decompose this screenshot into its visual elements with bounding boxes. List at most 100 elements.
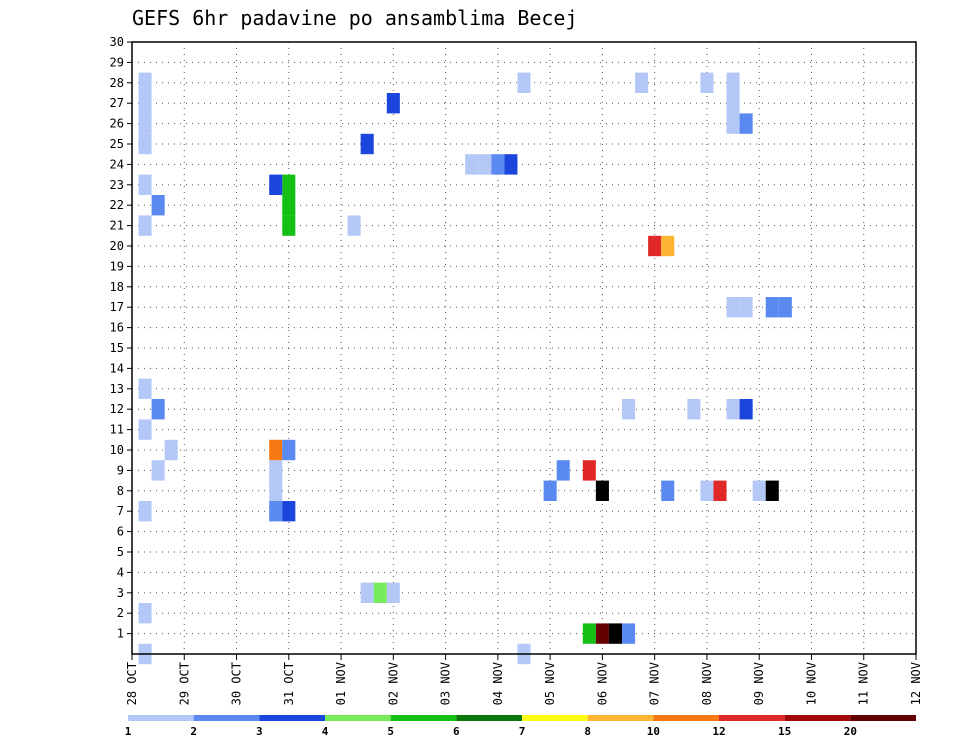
precip-cell (661, 480, 675, 501)
precip-cell (739, 399, 753, 420)
legend-label: 20 (844, 725, 857, 738)
x-axis: 28 OCT 29 OCT 30 OCT 31 OCT 01 NOV 02 NOV 03 N… (125, 654, 923, 705)
legend-swatch (325, 715, 391, 721)
y-tick-label: 30 (110, 35, 124, 49)
precip-cell (269, 480, 283, 501)
precip-cell (622, 399, 636, 420)
y-tick-label: 21 (110, 219, 124, 233)
precip-cell (138, 501, 152, 522)
x-tick-label: 11 NOV (857, 662, 871, 705)
precip-cell (765, 480, 779, 501)
precip-cell (282, 215, 296, 236)
y-tick-label: 16 (110, 321, 124, 335)
legend-label: 4 (322, 725, 329, 738)
y-tick-label: 23 (110, 178, 124, 192)
precip-cell (386, 93, 400, 114)
legend-swatch (719, 715, 785, 721)
precip-cell (687, 399, 701, 420)
precip-cell (282, 174, 296, 195)
precip-cell (726, 297, 740, 318)
precip-cell (138, 215, 152, 236)
precip-cell (269, 501, 283, 522)
chart-title: GEFS 6hr padavine po ansamblima Becej (132, 6, 578, 30)
y-tick-label: 10 (110, 443, 124, 457)
precip-cell (543, 480, 557, 501)
precip-cell (269, 174, 283, 195)
precip-cell (282, 501, 296, 522)
legend-label: 3 (256, 725, 263, 738)
y-tick-label: 7 (117, 504, 124, 518)
legend-swatch (259, 715, 325, 721)
y-tick-label: 15 (110, 341, 124, 355)
precip-cell (360, 133, 374, 155)
precip-cell (595, 623, 609, 644)
y-tick-label: 17 (110, 300, 124, 314)
precip-cell (138, 113, 152, 134)
y-tick-label: 1 (117, 627, 124, 641)
precip-cell (269, 439, 283, 461)
y-tick-label: 18 (110, 280, 124, 294)
y-tick-label: 25 (110, 137, 124, 151)
precip-cell (282, 195, 296, 216)
legend-label: 1 (125, 725, 132, 738)
y-tick-label: 9 (117, 463, 124, 477)
x-tick-label: 06 NOV (595, 662, 609, 705)
precip-cell (778, 297, 792, 318)
precip-cell (700, 480, 714, 501)
y-tick-label: 12 (110, 402, 124, 416)
y-tick-label: 20 (110, 239, 124, 253)
x-tick-label: 31 OCT (282, 662, 296, 705)
precip-cell (164, 439, 178, 461)
precip-cell (556, 460, 570, 481)
precip-cell (491, 154, 505, 175)
legend-label: 2 (190, 725, 197, 738)
legend-label: 15 (778, 725, 791, 738)
precip-cell (595, 480, 609, 501)
precip-cell (360, 582, 374, 603)
y-tick-label: 6 (117, 525, 124, 539)
y-tick-label: 26 (110, 117, 124, 131)
precip-cell (517, 72, 531, 93)
y-tick-label: 27 (110, 96, 124, 110)
legend-label: 6 (453, 725, 460, 738)
y-tick-label: 4 (117, 565, 124, 579)
y-tick-label: 14 (110, 361, 124, 375)
precip-cell (726, 72, 740, 93)
precip-cell (138, 93, 152, 114)
legend-label: 12 (712, 725, 725, 738)
precip-cell (752, 480, 766, 501)
precip-cell (151, 195, 165, 216)
precip-cell (478, 154, 492, 175)
precip-cell (138, 603, 152, 624)
precip-cell (648, 235, 662, 257)
y-tick-label: 3 (117, 586, 124, 600)
y-tick-label: 2 (117, 606, 124, 620)
x-tick-label: 04 NOV (491, 662, 505, 705)
y-tick-label: 24 (110, 157, 124, 171)
x-tick-label: 08 NOV (700, 662, 714, 705)
precip-cell (465, 154, 479, 175)
precip-cell (582, 623, 596, 644)
precip-cell (700, 72, 714, 93)
legend-swatch (456, 715, 522, 721)
precip-cell (739, 297, 753, 318)
precip-cell (608, 623, 622, 644)
y-tick-label: 8 (117, 484, 124, 498)
y-tick-label: 29 (110, 55, 124, 69)
x-tick-label: 02 NOV (386, 662, 400, 705)
legend-swatch (653, 715, 719, 721)
legend-label: 8 (584, 725, 591, 738)
precip-cell (138, 72, 152, 93)
y-tick-label: 22 (110, 198, 124, 212)
precip-cell (282, 439, 296, 461)
y-tick-label: 5 (117, 545, 124, 559)
precip-cell (151, 399, 165, 420)
x-tick-label: 29 OCT (177, 662, 191, 705)
precip-cell (151, 460, 165, 481)
legend-swatch (587, 715, 654, 721)
precip-cell (504, 154, 518, 175)
grid (131, 41, 917, 654)
x-tick-label: 03 NOV (439, 662, 453, 705)
precip-cell (138, 419, 152, 440)
legend-swatch (390, 715, 457, 721)
